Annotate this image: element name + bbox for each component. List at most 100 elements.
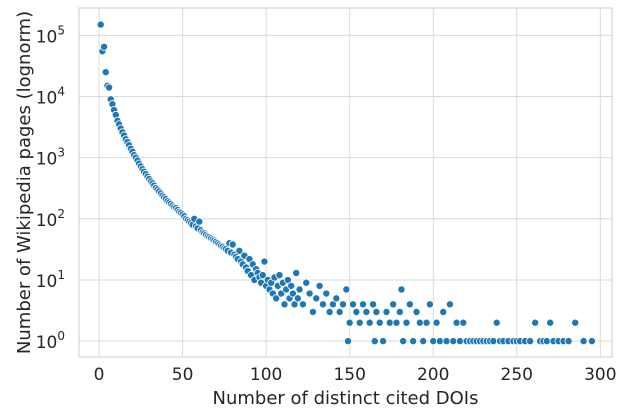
data-point xyxy=(283,275,292,284)
data-point xyxy=(432,318,441,327)
data-point xyxy=(260,257,269,266)
data-point xyxy=(412,307,421,316)
y-tick-base: 10 xyxy=(36,150,58,170)
y-tick-exponent: 5 xyxy=(57,23,65,37)
data-point xyxy=(405,300,414,309)
data-point xyxy=(587,337,596,346)
data-point xyxy=(422,318,431,327)
data-point xyxy=(305,289,314,298)
data-point xyxy=(375,318,384,327)
y-tick-exponent: 1 xyxy=(57,268,65,282)
data-point xyxy=(100,42,109,51)
x-axis-label: Number of distinct cited DOIs xyxy=(213,388,479,409)
data-point xyxy=(287,281,296,290)
data-point xyxy=(369,300,378,309)
data-point xyxy=(318,300,327,309)
data-point xyxy=(272,294,281,303)
data-point xyxy=(344,337,353,346)
data-point xyxy=(564,337,573,346)
y-tick-label: 105 xyxy=(36,23,65,47)
y-tick-base: 10 xyxy=(36,211,58,231)
data-point xyxy=(392,318,401,327)
data-point xyxy=(395,307,404,316)
data-point xyxy=(452,318,461,327)
x-tick-label: 0 xyxy=(94,365,105,385)
data-point xyxy=(365,318,374,327)
data-point xyxy=(397,285,406,294)
data-point xyxy=(359,300,368,309)
data-point xyxy=(372,307,381,316)
data-point xyxy=(355,318,364,327)
data-point xyxy=(295,285,304,294)
data-point xyxy=(308,307,317,316)
data-point xyxy=(105,83,114,92)
x-tick-label: 150 xyxy=(333,365,365,385)
data-point xyxy=(101,68,110,77)
y-tick-base: 10 xyxy=(36,27,58,47)
data-point xyxy=(352,307,361,316)
y-tick-base: 10 xyxy=(36,272,58,292)
data-point xyxy=(293,294,302,303)
data-point xyxy=(415,318,424,327)
data-point xyxy=(379,337,388,346)
data-point xyxy=(409,337,418,346)
data-point xyxy=(370,337,379,346)
data-point xyxy=(455,337,464,346)
data-point xyxy=(425,300,434,309)
data-point xyxy=(489,337,498,346)
data-point xyxy=(292,268,301,277)
data-point xyxy=(322,289,331,298)
data-point xyxy=(435,337,444,346)
data-point xyxy=(399,337,408,346)
data-point xyxy=(288,289,297,298)
data-point xyxy=(280,300,289,309)
data-point xyxy=(449,337,458,346)
grid xyxy=(79,8,612,357)
data-point xyxy=(526,337,535,346)
data-point xyxy=(542,337,551,346)
data-point xyxy=(302,278,311,287)
data-point xyxy=(332,294,341,303)
data-point xyxy=(429,337,438,346)
y-tick-exponent: 0 xyxy=(57,329,65,343)
data-point xyxy=(96,20,105,29)
y-tick-base: 10 xyxy=(36,333,58,353)
data-point xyxy=(389,300,398,309)
y-tick-label: 102 xyxy=(36,207,65,231)
data-point xyxy=(362,307,371,316)
y-tick-exponent: 3 xyxy=(57,146,65,160)
data-point xyxy=(328,300,337,309)
data-point xyxy=(335,307,344,316)
data-point xyxy=(439,307,448,316)
x-tick-label: 300 xyxy=(584,365,616,385)
data-point xyxy=(312,294,321,303)
x-tick-label: 100 xyxy=(250,365,282,385)
data-point xyxy=(546,318,555,327)
y-tick-label: 103 xyxy=(36,146,65,170)
data-point xyxy=(442,337,451,346)
data-point xyxy=(349,300,358,309)
data-points xyxy=(96,20,596,346)
data-point xyxy=(342,285,351,294)
y-tick-label: 100 xyxy=(36,329,65,353)
data-point xyxy=(290,300,299,309)
data-point xyxy=(531,318,540,327)
data-point xyxy=(275,271,284,280)
y-tick-label: 101 xyxy=(36,268,65,292)
data-point xyxy=(385,318,394,327)
data-point xyxy=(228,240,237,249)
data-point xyxy=(195,217,204,226)
x-tick-label: 200 xyxy=(417,365,449,385)
data-point xyxy=(338,300,347,309)
data-point xyxy=(492,318,501,327)
data-point xyxy=(315,281,324,290)
data-point xyxy=(445,300,454,309)
data-point xyxy=(235,246,244,255)
data-point xyxy=(419,337,428,346)
y-tick-base: 10 xyxy=(36,89,58,109)
y-tick-exponent: 2 xyxy=(57,207,65,221)
data-point xyxy=(325,307,334,316)
data-point xyxy=(579,337,588,346)
data-point xyxy=(402,318,411,327)
